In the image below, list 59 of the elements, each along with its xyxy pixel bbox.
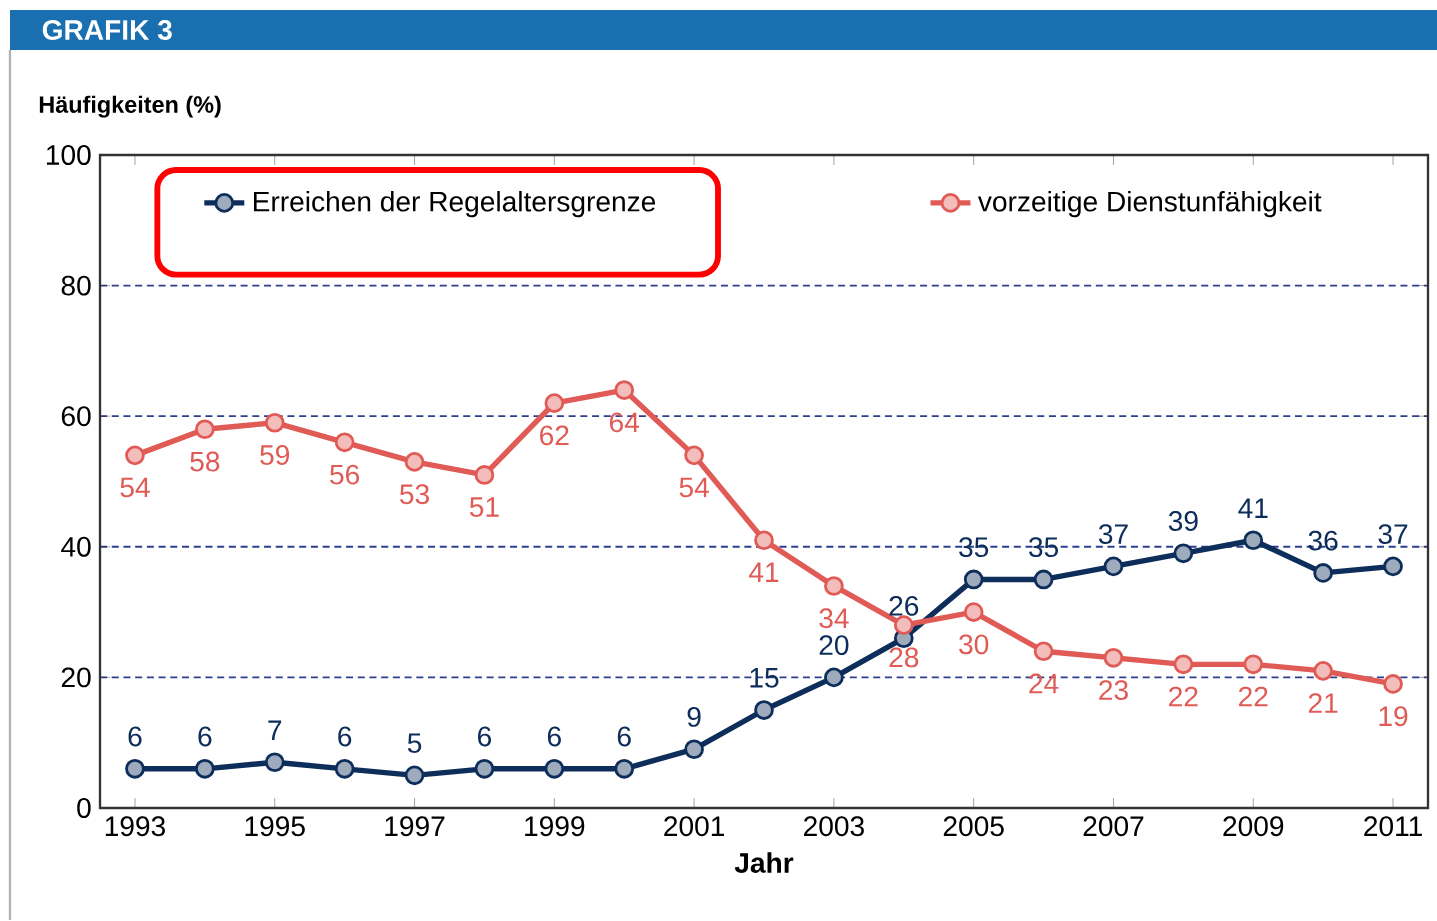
x-tick-label: 2009 <box>1223 816 1284 837</box>
data-label: 5 <box>407 733 422 753</box>
data-label: 53 <box>400 484 429 505</box>
data-label: 30 <box>959 634 989 655</box>
chart-title: GRAFIK 3 <box>42 19 172 40</box>
data-label: 6 <box>338 726 352 747</box>
data-label: 62 <box>540 425 569 446</box>
data-label: 23 <box>1099 680 1128 700</box>
x-tick-label: 2005 <box>943 816 1004 837</box>
y-tick-label: 80 <box>61 275 91 296</box>
legend-label: Erreichen der Regelaltersgrenze <box>253 190 656 218</box>
x-tick-label: 1997 <box>385 816 445 837</box>
data-label: 6 <box>617 726 631 747</box>
x-tick-label: 1993 <box>105 816 165 837</box>
data-label: 6 <box>128 726 142 747</box>
x-tick-label: 2011 <box>1364 816 1422 837</box>
data-label: 41 <box>1238 498 1268 518</box>
data-label: 37 <box>1378 524 1408 544</box>
data-label: 34 <box>819 608 849 629</box>
data-label: 15 <box>750 668 779 688</box>
data-label: 22 <box>1169 686 1198 707</box>
data-label: 6 <box>198 726 212 747</box>
data-label: 56 <box>330 464 360 485</box>
data-label: 6 <box>478 726 492 747</box>
y-tick-label: 0 <box>77 797 91 818</box>
data-label: 37 <box>1098 524 1128 544</box>
data-label: 19 <box>1379 706 1408 727</box>
data-label: 35 <box>959 537 989 558</box>
data-label: 51 <box>469 497 499 517</box>
x-tick-label: 2001 <box>664 816 724 837</box>
y-tick-label: 40 <box>61 536 91 557</box>
data-label: 9 <box>687 706 701 727</box>
legend-label: vorzeitige Dienstunfähigkeit <box>977 190 1322 218</box>
y-tick-label: 100 <box>46 144 91 165</box>
x-tick-label: 2007 <box>1083 816 1144 837</box>
x-axis-title: Jahr <box>734 852 794 873</box>
data-label: 24 <box>1029 673 1059 694</box>
data-label: 20 <box>819 635 849 655</box>
x-tick-label: 1995 <box>245 816 305 837</box>
data-label: 26 <box>889 595 919 616</box>
data-label: 39 <box>1168 511 1198 531</box>
data-label: 41 <box>749 562 779 582</box>
y-tick-label: 60 <box>61 406 91 427</box>
data-label: 7 <box>268 720 282 740</box>
data-label: 54 <box>120 477 150 498</box>
y-axis-title: Häufigkeiten (%) <box>39 95 221 118</box>
data-label: 35 <box>1029 537 1059 558</box>
data-label: 64 <box>610 412 640 433</box>
y-tick-label: 20 <box>61 667 91 688</box>
data-label: 59 <box>260 444 290 465</box>
data-label: 36 <box>1308 530 1338 551</box>
data-label: 22 <box>1239 686 1268 707</box>
data-label: 21 <box>1308 693 1338 713</box>
data-label: 28 <box>889 647 919 668</box>
data-label: 58 <box>190 451 220 472</box>
data-label: 54 <box>679 477 709 498</box>
x-tick-label: 2003 <box>804 816 864 837</box>
x-tick-label: 1999 <box>525 816 585 837</box>
data-label: 6 <box>547 726 561 747</box>
